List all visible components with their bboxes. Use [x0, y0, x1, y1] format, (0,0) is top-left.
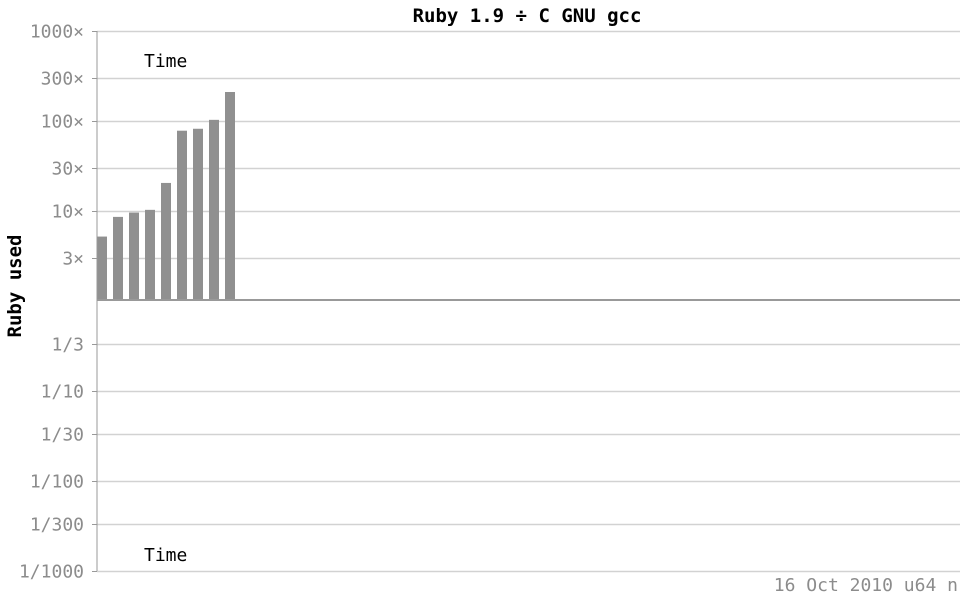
- bar: [161, 182, 171, 301]
- y-tick-label: 1/30: [41, 425, 84, 446]
- lower-series-label: Time: [144, 545, 187, 566]
- bar: [177, 130, 187, 301]
- y-tick-label: 100×: [41, 112, 84, 133]
- y-tick-label: 1000×: [30, 22, 84, 43]
- bar: [97, 236, 107, 301]
- chart-title: Ruby 1.9 ÷ C GNU gcc: [413, 5, 642, 27]
- y-tick-label: 1/10: [41, 382, 84, 403]
- y-tick-label: 1/300: [30, 515, 84, 536]
- y-axis-label: Ruby used: [4, 235, 26, 338]
- bars: [97, 92, 235, 301]
- bar: [145, 209, 155, 301]
- bar: [225, 92, 235, 301]
- grid: [97, 30, 960, 573]
- y-tick-label: 1/100: [30, 472, 84, 493]
- y-tick-label: 3×: [62, 249, 84, 270]
- bar: [129, 212, 139, 301]
- footer-note: 16 Oct 2010 u64 n: [774, 575, 958, 596]
- y-tick-label: 300×: [41, 69, 84, 90]
- y-tick-label: 30×: [51, 159, 84, 180]
- bar: [113, 216, 123, 301]
- y-tick-label: 1/3: [51, 335, 84, 356]
- y-tick-label: 10×: [51, 202, 84, 223]
- bar: [193, 128, 203, 301]
- upper-series-label: Time: [144, 51, 187, 72]
- y-tick-labels: 1000× 300× 100× 30× 10× 3× 1/3 1/10 1/30 1/100 1/3…: [19, 22, 97, 583]
- y-tick-label: 1/1000: [19, 562, 84, 583]
- bar: [209, 119, 219, 301]
